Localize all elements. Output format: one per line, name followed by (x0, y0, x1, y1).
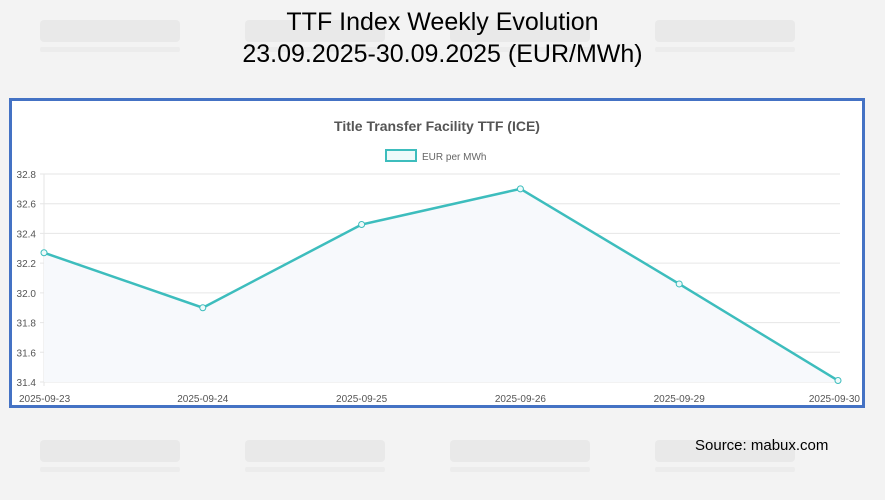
data-point[interactable] (675, 280, 683, 288)
x-tick-label: 2025-09-30 (809, 394, 861, 405)
legend-swatch[interactable] (385, 149, 417, 162)
watermark-logo (245, 440, 385, 472)
y-tick-label: 32.6 (17, 200, 37, 211)
source-text: Source: mabux.com (695, 437, 829, 454)
legend-label[interactable]: EUR per MWh (422, 152, 486, 163)
x-tick-label: 2025-09-23 (19, 394, 71, 405)
title-line-1: TTF Index Weekly Evolution (286, 8, 599, 36)
data-point[interactable] (516, 185, 524, 193)
title-line-2: 23.09.2025-30.09.2025 (EUR/MWh) (242, 40, 643, 68)
y-tick-label: 32.4 (17, 229, 37, 240)
y-tick-label: 31.8 (17, 319, 37, 330)
chart-card: Title Transfer Facility TTF (ICE) EUR pe… (9, 98, 865, 408)
x-tick-label: 2025-09-24 (177, 394, 229, 405)
y-tick-label: 31.6 (17, 348, 37, 359)
page-title: TTF Index Weekly Evolution 23.09.2025-30… (0, 6, 885, 70)
data-point[interactable] (834, 377, 842, 385)
watermark-logo (450, 440, 590, 472)
line-chart: Title Transfer Facility TTF (ICE) EUR pe… (17, 118, 861, 405)
y-tick-label: 32.8 (17, 170, 37, 181)
data-point[interactable] (40, 249, 48, 257)
y-tick-label: 31.4 (17, 378, 37, 389)
x-tick-label: 2025-09-25 (336, 394, 388, 405)
series-line (43, 187, 839, 382)
chart-title: Title Transfer Facility TTF (ICE) (334, 118, 540, 134)
area-fill (44, 188, 838, 382)
data-point[interactable] (358, 221, 366, 229)
y-tick-label: 32.0 (17, 289, 37, 300)
x-tick-label: 2025-09-26 (495, 394, 547, 405)
watermark-logo (40, 440, 180, 472)
x-tick-label: 2025-09-29 (654, 394, 706, 405)
data-point[interactable] (199, 304, 207, 312)
y-tick-label: 32.2 (17, 259, 37, 270)
